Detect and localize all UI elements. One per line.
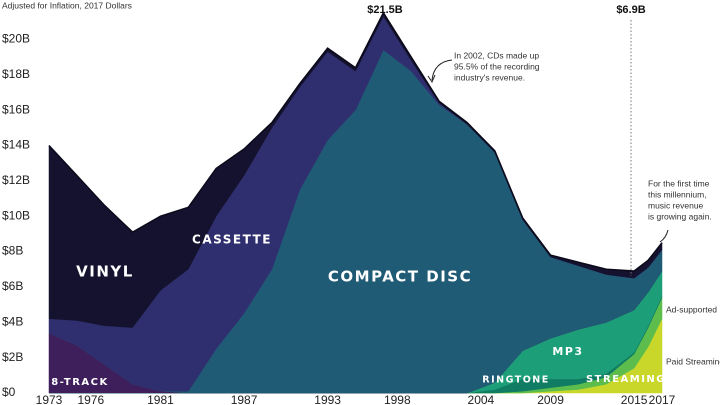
annotation: is growing again.	[648, 211, 712, 221]
x-tick-label: 2009	[537, 393, 564, 405]
annotation-arrow	[659, 229, 669, 243]
series-label: Ad-supported	[666, 304, 717, 314]
annotation: In 2002, CDs made up	[454, 50, 539, 60]
series-label: 8-TRACK	[51, 377, 109, 388]
y-tick-label: $0	[2, 385, 16, 399]
x-tick-label: 2004	[468, 393, 495, 405]
annotation: For the first time	[648, 178, 710, 188]
annotation: 95.5% of the recording	[454, 61, 540, 71]
y-tick-label: $6B	[2, 279, 23, 293]
total-outline	[48, 11, 663, 272]
y-tick-label: $16B	[2, 102, 30, 116]
series-label: CASSETTE	[192, 233, 272, 247]
x-tick-label: 1976	[77, 393, 104, 405]
chart-subtitle: Adjusted for Inflation, 2017 Dollars	[2, 0, 132, 10]
low-label: $6.9B	[616, 4, 645, 16]
y-tick-label: $10B	[2, 208, 30, 222]
series-label: VINYL	[76, 263, 134, 281]
annotation: this millennium,	[648, 189, 707, 199]
y-tick-label: $14B	[2, 138, 30, 152]
x-tick-label: 2017	[649, 393, 676, 405]
series-label: Paid Streaming	[666, 356, 720, 366]
y-tick-label: $2B	[2, 350, 23, 364]
x-tick-label: 1987	[231, 393, 258, 405]
x-tick-label: 1981	[147, 393, 174, 405]
x-tick-label: 1973	[36, 393, 63, 405]
y-tick-label: $4B	[2, 314, 23, 328]
y-tick-label: $20B	[2, 32, 30, 46]
y-tick-label: $8B	[2, 244, 23, 258]
annotation-arrow	[431, 59, 453, 81]
x-tick-label: 1993	[314, 393, 341, 405]
annotation: music revenue	[648, 200, 704, 210]
y-tick-label: $18B	[2, 67, 30, 81]
series-label: MP3	[552, 345, 583, 358]
annotation: industry's revenue.	[454, 72, 525, 82]
series-label: STREAMING	[586, 374, 666, 385]
peak-label: $21.5B	[367, 4, 403, 16]
series-label: COMPACT DISC	[328, 268, 472, 286]
x-tick-label: 1998	[384, 393, 411, 405]
annotation-arrowhead	[427, 74, 436, 84]
x-tick-label: 2015	[621, 393, 648, 405]
series-label: RINGTONE	[482, 375, 549, 386]
y-tick-label: $12B	[2, 173, 30, 187]
